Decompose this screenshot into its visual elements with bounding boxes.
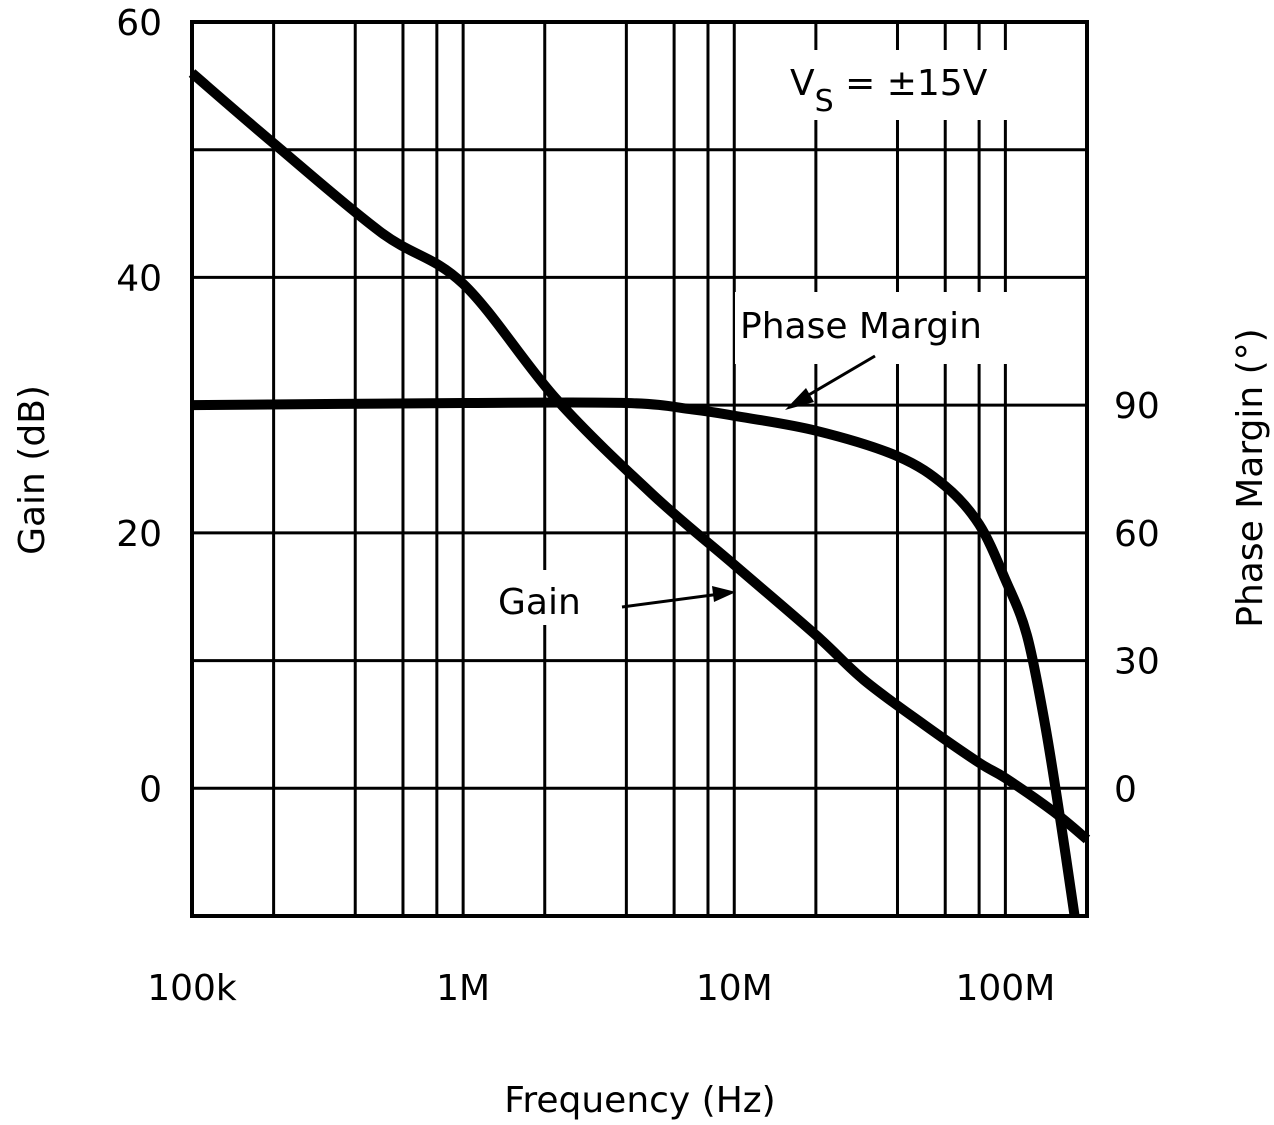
y-tick-labels: 0 20 40 60 — [116, 3, 162, 810]
y-axis-label: Gain (dB) — [12, 385, 53, 555]
phase-margin-arrowhead — [785, 388, 814, 410]
y-tick-label: 0 — [139, 769, 162, 810]
y2-axis-label: Phase Margin (°) — [1230, 328, 1271, 627]
gain-arrow — [621, 592, 721, 609]
y-tick-label: 40 — [116, 258, 162, 299]
x-tick-labels: 100k 1M 10M 100M — [147, 968, 1055, 1009]
x-tick-label: 100M — [955, 968, 1055, 1009]
annotation-background — [770, 50, 1070, 120]
gain-arrowhead — [712, 586, 736, 602]
y2-tick-label: 60 — [1114, 514, 1160, 555]
y2-tick-labels: 0 30 60 90 — [1114, 386, 1160, 810]
series-line-gain — [188, 69, 1091, 844]
series-line-phase-margin — [191, 397, 1080, 917]
supply-annotation: VS = ±15V — [790, 63, 988, 119]
x-axis-label: Frequency (Hz) — [504, 1080, 775, 1121]
curves — [188, 69, 1091, 917]
x-tick-label: 100k — [147, 968, 237, 1009]
y2-tick-label: 90 — [1114, 386, 1160, 427]
y2-tick-label: 0 — [1114, 769, 1137, 810]
plot-frame — [190, 20, 1089, 918]
phase-label-background — [735, 292, 1065, 364]
y-tick-label: 20 — [116, 514, 162, 555]
x-tick-label: 1M — [436, 968, 490, 1009]
gain-label-background — [490, 570, 608, 625]
phase-margin-series-label: Phase Margin — [740, 306, 982, 347]
y-tick-label: 60 — [116, 3, 162, 44]
y2-tick-label: 30 — [1114, 642, 1160, 683]
x-tick-label: 10M — [696, 968, 773, 1009]
grid — [192, 22, 1087, 916]
gain-series-label: Gain — [498, 582, 581, 623]
